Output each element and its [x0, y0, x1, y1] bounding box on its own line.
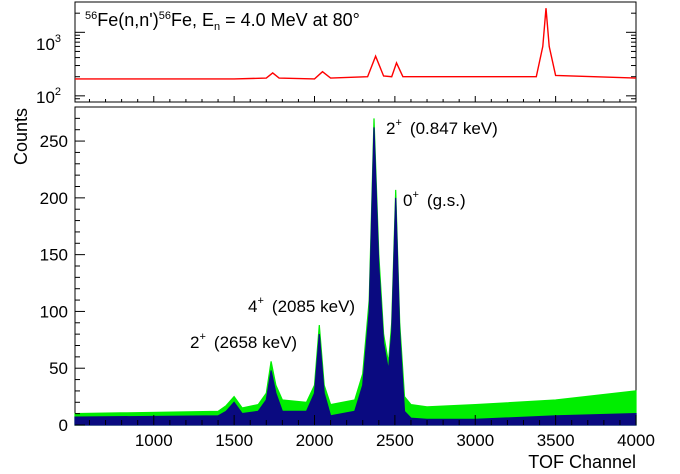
- ann4-label: (2658 keV): [214, 333, 297, 352]
- ann3-level: 4: [248, 297, 257, 316]
- ytick-label-250: 250: [40, 132, 68, 151]
- bottom-ticks: [75, 117, 637, 426]
- ann1-parity: +: [395, 117, 401, 129]
- top-panel: 56Fe(n,n')56Fe, En = 4.0 MeV at 80° 103 …: [36, 1, 637, 107]
- ann3-parity: +: [257, 295, 263, 307]
- bottom-frame: [74, 106, 637, 426]
- ann4-level: 2: [190, 333, 199, 352]
- peak-annotations: 2+ (0.847 keV) 0+ (g.s.) 4+ (2085 keV) 2+ (2…: [190, 117, 498, 352]
- annotation-0plus-gs: 0+ (g.s.): [403, 189, 466, 210]
- top-ytick-100: 102: [36, 86, 61, 107]
- bottom-series-area-1: [74, 127, 637, 426]
- ytick-label-0: 0: [59, 416, 68, 435]
- top-title: 56Fe(n,n')56Fe, En = 4.0 MeV at 80°: [85, 10, 360, 33]
- top-series: [75, 8, 637, 80]
- annotation-4plus-2085: 4+ (2085 keV): [248, 295, 355, 316]
- title-sup-1: 56: [85, 10, 97, 22]
- top-y-labels: 103 102: [36, 33, 61, 107]
- bottom-panel: 1000 1500 2000 2500 3000 3500 4000050100150200…: [11, 106, 655, 472]
- xtick-label-4000: 4000: [617, 431, 655, 450]
- top-ticks: [75, 1, 637, 103]
- top-ytick-100-exp: 2: [55, 86, 61, 98]
- top-ytick-1000: 103: [36, 33, 61, 54]
- title-sup-2: 56: [159, 10, 171, 22]
- xtick-label-3000: 3000: [456, 431, 494, 450]
- title-part-3: = 4.0 MeV at 80°: [220, 10, 360, 30]
- ann1-label: (0.847 keV): [410, 119, 498, 138]
- bottom-series-area-0: [74, 118, 637, 426]
- ann2-parity: +: [412, 189, 418, 201]
- ann3-label: (2085 keV): [272, 297, 355, 316]
- ytick-label-150: 150: [40, 246, 68, 265]
- xtick-label-1000: 1000: [135, 431, 173, 450]
- ann4-parity: +: [199, 331, 205, 343]
- ytick-label-50: 50: [49, 359, 68, 378]
- bottom-ticklabels: 1000 1500 2000 2500 3000 3500 4000050100150200…: [40, 132, 655, 450]
- bottom-series: [74, 118, 637, 426]
- ytick-label-100: 100: [40, 302, 68, 321]
- ann1-level: 2: [386, 119, 395, 138]
- xtick-label-3500: 3500: [537, 431, 575, 450]
- title-part-2: Fe, E: [171, 10, 214, 30]
- title-sub: n: [214, 21, 220, 33]
- top-ytick-100-base: 10: [36, 88, 55, 107]
- top-frame: [74, 1, 637, 103]
- top-series-line-0: [75, 8, 637, 80]
- annotation-2plus-0847: 2+ (0.847 keV): [386, 117, 498, 138]
- top-ytick-1000-base: 10: [36, 35, 55, 54]
- top-ytick-1000-exp: 3: [55, 33, 61, 45]
- xtick-label-2000: 2000: [296, 431, 334, 450]
- ytick-label-200: 200: [40, 189, 68, 208]
- xtick-label-2500: 2500: [376, 431, 414, 450]
- x-axis-label: TOF Channel: [528, 452, 636, 472]
- annotation-2plus-2658: 2+ (2658 keV): [190, 331, 297, 352]
- y-axis-label: Counts: [11, 108, 31, 165]
- xtick-label-1500: 1500: [215, 431, 253, 450]
- ann2-level: 0: [403, 191, 412, 210]
- title-part-1: Fe(n,n'): [97, 10, 158, 30]
- ann2-label: (g.s.): [427, 191, 466, 210]
